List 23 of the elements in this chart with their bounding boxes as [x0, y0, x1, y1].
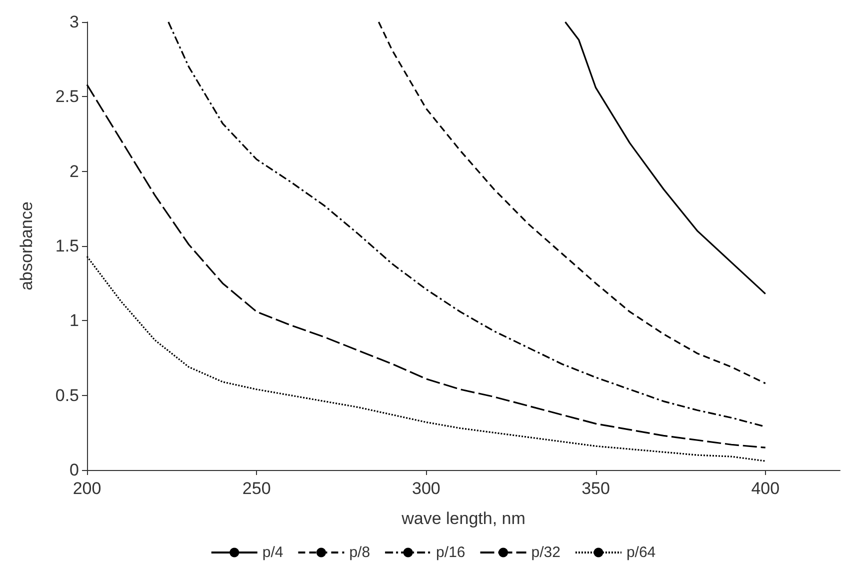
- y-tick-label: 1: [70, 311, 79, 330]
- line-series: [378, 21, 766, 384]
- y-tick-label: 2: [70, 162, 79, 181]
- y-tick-label: 2.5: [55, 87, 79, 106]
- x-tick-label: 300: [412, 479, 440, 498]
- y-tick-label: 1.5: [55, 236, 79, 256]
- y-tick-label: 3: [70, 12, 79, 32]
- line-series: [564, 21, 766, 295]
- y-tick-label: 0.5: [55, 386, 79, 405]
- y-tick-label: 0: [70, 460, 79, 480]
- legend-label: p/16: [436, 544, 466, 561]
- x-tick-label: 200: [72, 479, 102, 498]
- legend-label: p/8: [349, 544, 370, 561]
- line-series: [86, 84, 766, 448]
- x-tick-label: 350: [582, 479, 610, 498]
- x-tick-label: 250: [242, 479, 271, 498]
- x-tick-label: 400: [751, 479, 780, 498]
- legend-label: p/4: [262, 544, 284, 561]
- line-series: [86, 256, 766, 462]
- x-axis-title: wave length, nm: [400, 509, 526, 528]
- legend-label: p/32: [531, 544, 560, 561]
- legend-label: p/64: [626, 544, 656, 561]
- y-axis-title: absorbance: [17, 202, 36, 290]
